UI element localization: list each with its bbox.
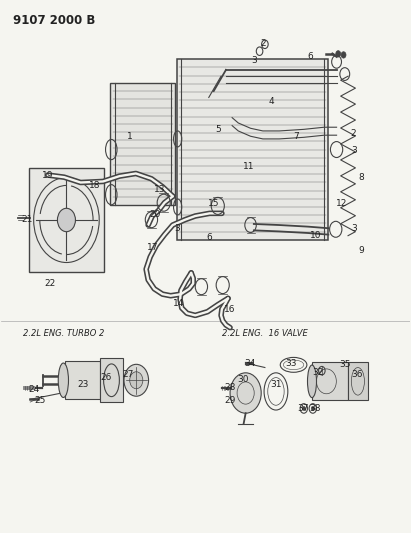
Text: 17: 17: [146, 244, 158, 253]
Text: 3: 3: [351, 224, 357, 233]
Text: 30: 30: [238, 375, 249, 384]
Text: 4: 4: [268, 97, 274, 106]
Bar: [111, 83, 175, 205]
Text: 22: 22: [44, 279, 55, 288]
Text: 9107 2000 B: 9107 2000 B: [13, 14, 95, 27]
Text: 14: 14: [173, 299, 185, 308]
Text: 21: 21: [22, 215, 33, 224]
Text: 29: 29: [224, 396, 236, 405]
Text: 24: 24: [29, 385, 40, 394]
Bar: [348, 362, 368, 400]
Text: 35: 35: [339, 360, 351, 369]
Circle shape: [124, 365, 148, 396]
Text: 6: 6: [307, 52, 313, 61]
Text: 6: 6: [207, 233, 212, 242]
Text: 20: 20: [150, 210, 161, 219]
Text: 3: 3: [174, 224, 180, 233]
Text: 34: 34: [244, 359, 255, 368]
Text: 38: 38: [309, 405, 321, 414]
Bar: [312, 362, 348, 400]
Text: 37: 37: [297, 405, 309, 414]
Circle shape: [130, 372, 143, 389]
Ellipse shape: [307, 365, 316, 398]
Text: 11: 11: [243, 162, 254, 171]
Text: 28: 28: [224, 383, 236, 392]
Text: 15: 15: [208, 199, 219, 208]
Text: 5: 5: [215, 125, 221, 134]
Circle shape: [336, 51, 341, 57]
Text: 10: 10: [310, 231, 322, 240]
Text: 13: 13: [154, 185, 165, 194]
Text: 18: 18: [89, 181, 101, 190]
Bar: [65, 361, 100, 399]
Text: 16: 16: [224, 304, 236, 313]
Text: 1: 1: [127, 132, 133, 141]
Circle shape: [311, 406, 314, 410]
Text: 3: 3: [251, 56, 257, 65]
Text: 31: 31: [270, 380, 282, 389]
Text: 23: 23: [77, 380, 88, 389]
Circle shape: [230, 373, 261, 413]
Circle shape: [302, 406, 305, 410]
Text: 7: 7: [293, 132, 298, 141]
Text: 33: 33: [286, 359, 297, 368]
Text: 19: 19: [42, 171, 53, 180]
Bar: [100, 359, 123, 402]
Circle shape: [341, 52, 346, 58]
Text: 3: 3: [351, 146, 357, 155]
Bar: [28, 168, 104, 272]
Text: 8: 8: [358, 173, 364, 182]
Text: 26: 26: [101, 373, 112, 382]
Ellipse shape: [58, 363, 69, 398]
Bar: [177, 59, 328, 240]
Circle shape: [58, 208, 76, 232]
Text: 36: 36: [351, 370, 363, 379]
Text: 2: 2: [260, 39, 266, 48]
Text: 2: 2: [350, 129, 356, 138]
Text: 27: 27: [122, 370, 133, 379]
Text: 2.2L ENG. TURBO 2: 2.2L ENG. TURBO 2: [23, 329, 104, 338]
Text: 25: 25: [34, 397, 45, 406]
Text: 9: 9: [358, 246, 364, 255]
Text: 2.2L ENG.  16 VALVE: 2.2L ENG. 16 VALVE: [222, 329, 308, 338]
Text: 32: 32: [312, 368, 324, 377]
Text: 12: 12: [336, 199, 347, 208]
